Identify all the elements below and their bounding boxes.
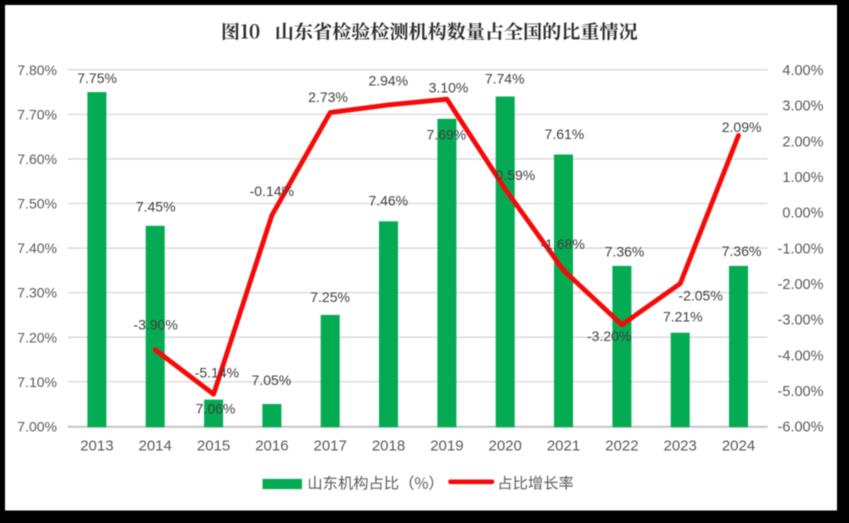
svg-text:7.00%: 7.00% xyxy=(17,418,57,434)
svg-text:7.36%: 7.36% xyxy=(605,244,645,260)
svg-text:2.00%: 2.00% xyxy=(782,134,823,150)
svg-text:2018: 2018 xyxy=(372,437,405,454)
svg-text:-1.68%: -1.68% xyxy=(540,236,584,252)
svg-text:7.50%: 7.50% xyxy=(17,196,57,212)
svg-text:2022: 2022 xyxy=(605,437,638,454)
svg-text:-2.00%: -2.00% xyxy=(778,277,824,293)
svg-text:7.05%: 7.05% xyxy=(252,372,292,388)
svg-text:7.40%: 7.40% xyxy=(17,240,57,256)
svg-text:3.00%: 3.00% xyxy=(782,99,823,115)
svg-text:-1.00%: -1.00% xyxy=(778,241,824,257)
svg-text:-6.00%: -6.00% xyxy=(778,420,824,436)
svg-text:7.20%: 7.20% xyxy=(17,329,57,345)
svg-text:-2.05%: -2.05% xyxy=(678,287,722,303)
svg-text:7.46%: 7.46% xyxy=(368,193,408,209)
svg-text:7.06%: 7.06% xyxy=(196,401,236,417)
svg-text:2.94%: 2.94% xyxy=(368,73,408,89)
svg-text:2015: 2015 xyxy=(197,437,230,454)
svg-text:7.70%: 7.70% xyxy=(17,107,57,123)
svg-text:-3.90%: -3.90% xyxy=(133,317,177,333)
svg-text:2021: 2021 xyxy=(547,437,580,454)
svg-text:7.60%: 7.60% xyxy=(17,151,57,167)
svg-text:7.45%: 7.45% xyxy=(136,199,176,215)
svg-text:2.09%: 2.09% xyxy=(722,119,762,135)
svg-text:0.00%: 0.00% xyxy=(782,206,823,222)
svg-text:7.74%: 7.74% xyxy=(485,71,525,87)
svg-text:7.61%: 7.61% xyxy=(545,126,585,142)
svg-text:-3.00%: -3.00% xyxy=(778,313,824,329)
svg-text:3.10%: 3.10% xyxy=(429,79,469,95)
svg-text:7.10%: 7.10% xyxy=(17,374,57,390)
svg-text:7.21%: 7.21% xyxy=(663,309,703,325)
svg-text:-3.20%: -3.20% xyxy=(587,328,631,344)
svg-text:4.00%: 4.00% xyxy=(782,63,823,79)
svg-text:7.75%: 7.75% xyxy=(77,70,117,86)
svg-text:0.59%: 0.59% xyxy=(496,167,536,183)
svg-text:-5.00%: -5.00% xyxy=(778,384,824,400)
svg-text:7.69%: 7.69% xyxy=(427,127,467,143)
svg-text:7.30%: 7.30% xyxy=(17,285,57,301)
svg-text:7.36%: 7.36% xyxy=(722,243,762,259)
svg-text:2017: 2017 xyxy=(314,437,347,454)
svg-text:2019: 2019 xyxy=(430,437,463,454)
svg-text:2014: 2014 xyxy=(139,437,172,454)
svg-text:2013: 2013 xyxy=(80,437,113,454)
svg-text:1.00%: 1.00% xyxy=(782,170,823,186)
svg-text:-4.00%: -4.00% xyxy=(778,348,824,364)
svg-text:2.73%: 2.73% xyxy=(308,89,348,105)
svg-text:2016: 2016 xyxy=(255,437,288,454)
svg-text:2024: 2024 xyxy=(722,437,755,454)
svg-text:-0.14%: -0.14% xyxy=(250,183,294,199)
svg-text:2020: 2020 xyxy=(489,437,522,454)
svg-text:7.25%: 7.25% xyxy=(310,289,350,305)
svg-text:-5.14%: -5.14% xyxy=(195,365,239,381)
svg-text:2023: 2023 xyxy=(664,437,697,454)
svg-text:7.80%: 7.80% xyxy=(17,62,57,78)
